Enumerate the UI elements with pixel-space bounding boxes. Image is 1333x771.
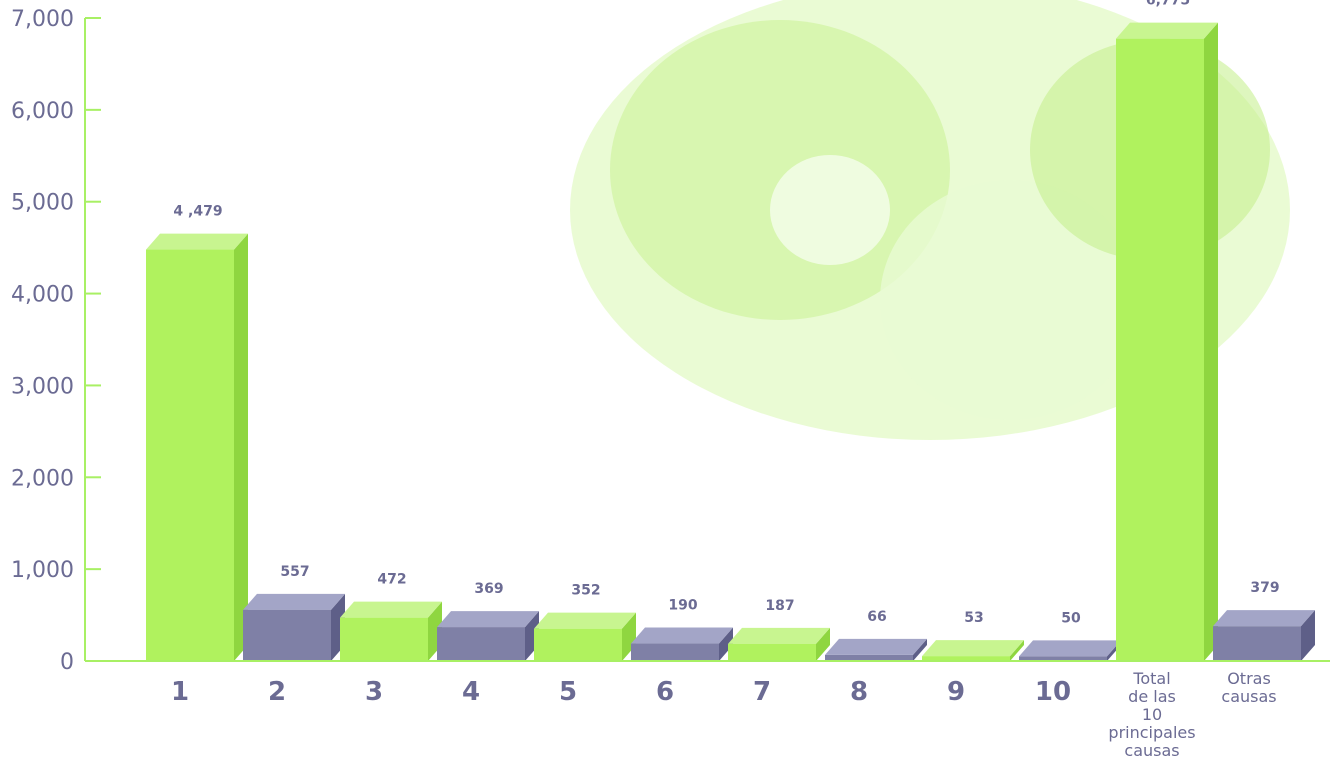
x-tick-label: de las — [1128, 687, 1176, 706]
y-tick-label: 2,000 — [11, 466, 74, 491]
labels-layer: 0 1,000 2,000 3,000 4,000 5,000 6,000 7,000 4 ,4… — [11, 0, 1280, 760]
y-tick-label: 1,000 — [11, 558, 74, 583]
bar — [825, 638, 927, 661]
y-tick-label: 7,000 — [11, 7, 74, 32]
bar-front — [728, 643, 816, 661]
bar-top — [631, 627, 733, 644]
bar-front — [340, 617, 428, 661]
bar-top — [1213, 610, 1315, 627]
x-tick-label: 10 — [1035, 677, 1071, 707]
bar-front — [146, 249, 234, 662]
x-tick-label: 10 — [1142, 705, 1162, 724]
data-label: 190 — [668, 598, 697, 614]
x-tick-label: 1 — [171, 677, 189, 707]
data-label: 187 — [765, 598, 794, 614]
y-tick-label: 5,000 — [11, 191, 74, 216]
bar-front — [1116, 38, 1204, 662]
y-tick-label: 3,000 — [11, 374, 74, 399]
data-label: 6,775 — [1146, 0, 1190, 9]
x-tick-label: 8 — [850, 677, 868, 707]
x-tick-label: causas — [1221, 687, 1276, 706]
bar-side — [719, 627, 733, 661]
x-tick-label: 2 — [268, 677, 286, 707]
background-shape — [880, 180, 1140, 420]
bar-front — [825, 654, 913, 661]
bar — [437, 611, 539, 661]
bar-side — [234, 233, 248, 662]
data-label: 50 — [1061, 610, 1081, 626]
bar-side — [1010, 640, 1024, 661]
bar — [146, 233, 248, 662]
bar-top — [825, 638, 927, 655]
bar — [340, 601, 442, 661]
bar-front — [534, 628, 622, 661]
data-label: 472 — [377, 572, 406, 588]
bar-front — [631, 643, 719, 661]
x-tick-label: Otras — [1227, 669, 1271, 688]
background-shape — [770, 155, 890, 265]
bar-top — [340, 601, 442, 618]
x-tick-label: Total — [1132, 669, 1170, 688]
bar-side — [913, 638, 927, 661]
data-label: 4 ,479 — [173, 204, 222, 220]
bar-side — [1301, 610, 1315, 661]
data-label: 352 — [571, 583, 600, 599]
bar-top — [243, 593, 345, 610]
bars-layer — [146, 22, 1315, 662]
x-tick-label: 4 — [462, 677, 480, 707]
x-tick-label: 5 — [559, 677, 577, 707]
bar-top — [534, 612, 636, 629]
bar-top — [146, 233, 248, 250]
y-tick-label: 4,000 — [11, 283, 74, 308]
bar-top — [1019, 640, 1121, 657]
bar — [728, 627, 830, 661]
axes-layer — [84, 17, 1330, 662]
bar-front — [1213, 626, 1301, 661]
bar — [243, 593, 345, 661]
bar-top — [922, 640, 1024, 657]
bar-front — [243, 609, 331, 661]
bar — [534, 612, 636, 661]
bar-top — [1116, 22, 1218, 39]
bar — [1019, 640, 1121, 661]
bar-top — [728, 627, 830, 644]
bar — [631, 627, 733, 661]
bar-front — [922, 656, 1010, 661]
x-tick-label: 7 — [753, 677, 771, 707]
y-tick-label: 6,000 — [11, 99, 74, 124]
x-tick-label: 6 — [656, 677, 674, 707]
data-label: 557 — [280, 564, 309, 580]
data-label: 66 — [867, 609, 886, 625]
data-label: 53 — [964, 610, 983, 626]
bar-front — [437, 627, 525, 661]
x-tick-label: principales — [1108, 723, 1195, 742]
bar — [1116, 22, 1218, 662]
x-tick-label: causas — [1124, 741, 1179, 760]
bar-side — [1204, 22, 1218, 662]
data-label: 369 — [474, 581, 503, 597]
bar — [1213, 610, 1315, 661]
y-tick-label: 0 — [60, 650, 74, 675]
bar-top — [437, 611, 539, 628]
x-tick-label: 3 — [365, 677, 383, 707]
bar-front — [1019, 656, 1107, 661]
bar-side — [816, 627, 830, 661]
bar — [922, 640, 1024, 661]
x-tick-label: 9 — [947, 677, 965, 707]
data-label: 379 — [1250, 580, 1279, 596]
